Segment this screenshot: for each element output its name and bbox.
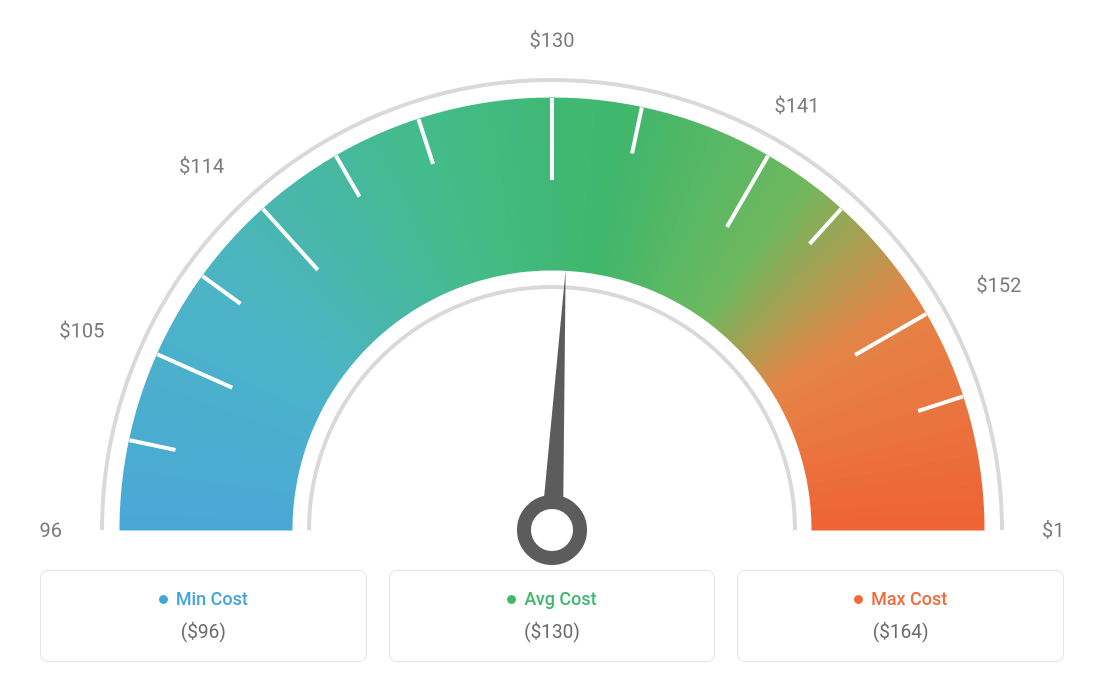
scale-label: $130 xyxy=(530,28,575,52)
gauge-chart: $96 $105 $114 $130 $141 $152 $164 xyxy=(40,20,1064,580)
scale-label: $141 xyxy=(775,94,820,118)
gauge-needle-hub xyxy=(524,502,580,558)
gauge-svg: $96 $105 $114 $130 $141 $152 $164 xyxy=(40,20,1064,580)
scale-label: $96 xyxy=(40,518,62,542)
legend: Min Cost ($96) Avg Cost ($130) Max Cost … xyxy=(40,570,1064,662)
legend-max-label: Max Cost xyxy=(854,589,947,610)
legend-min-label: Min Cost xyxy=(159,589,248,610)
legend-min-value: ($96) xyxy=(51,620,356,643)
legend-max-value: ($164) xyxy=(748,620,1053,643)
scale-label: $164 xyxy=(1042,518,1064,542)
scale-label: $105 xyxy=(59,319,104,343)
legend-max-box: Max Cost ($164) xyxy=(737,570,1064,662)
gauge-needle xyxy=(541,270,566,530)
legend-avg-box: Avg Cost ($130) xyxy=(389,570,716,662)
legend-avg-value: ($130) xyxy=(400,620,705,643)
legend-avg-label: Avg Cost xyxy=(507,589,596,610)
scale-label: $114 xyxy=(179,154,224,178)
legend-min-box: Min Cost ($96) xyxy=(40,570,367,662)
scale-label: $152 xyxy=(976,273,1021,297)
